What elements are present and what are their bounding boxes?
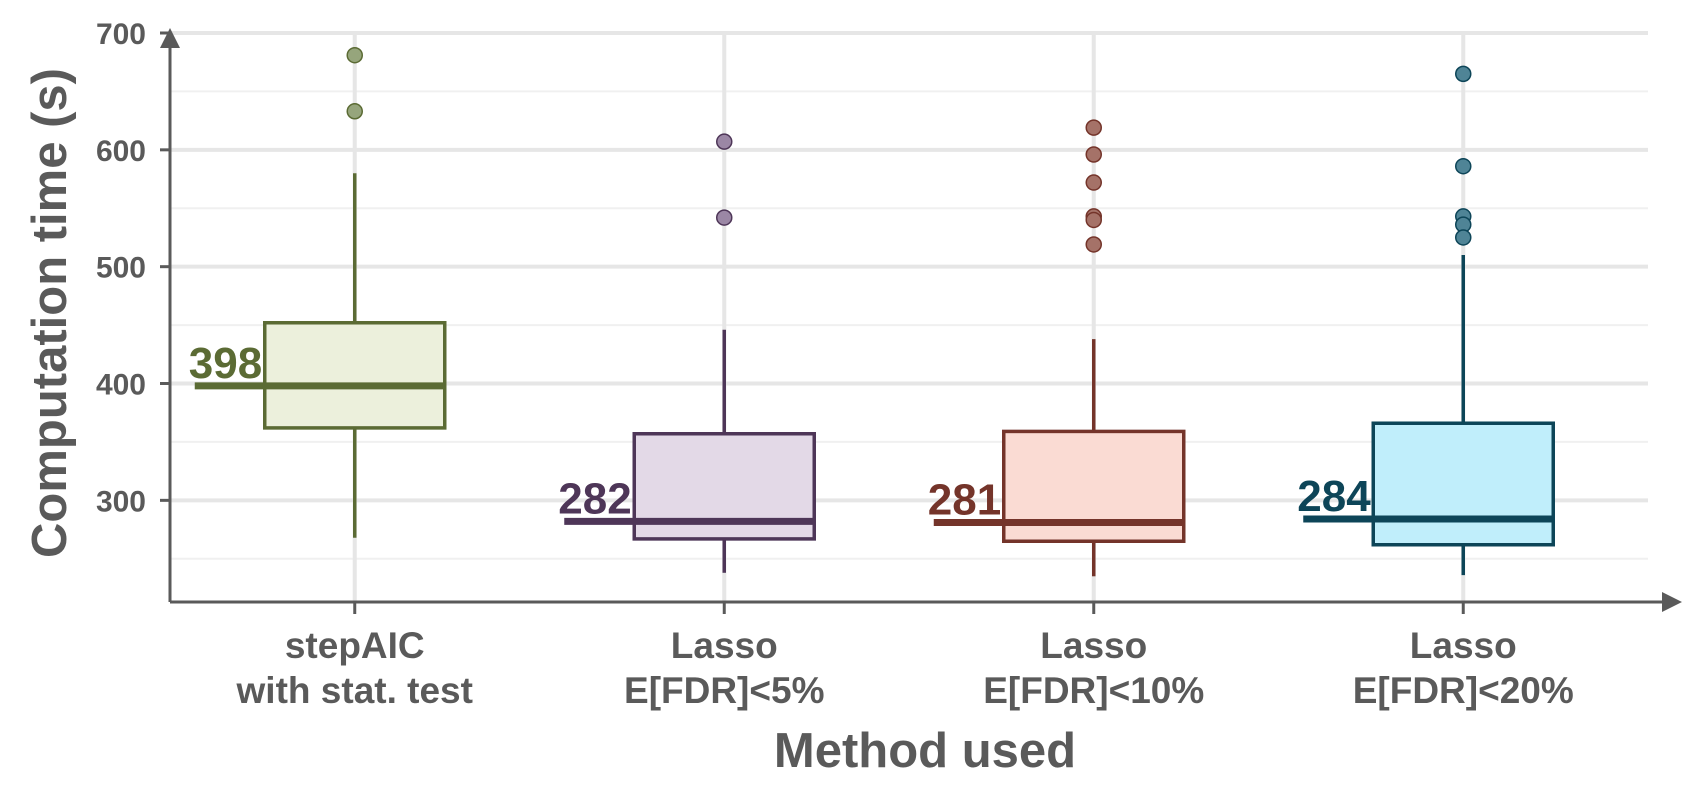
y-tick-label: 600 [96, 135, 146, 168]
box-group: 398 [189, 46, 447, 538]
outlier-point [346, 103, 363, 120]
outlier-point [1085, 211, 1102, 229]
outlier-point [1085, 146, 1102, 163]
x-axis-arrow [1662, 592, 1682, 612]
outlier-point [716, 209, 733, 226]
box [1371, 421, 1555, 547]
x-tick-label: Lasso [1410, 625, 1517, 666]
median-label: 282 [558, 474, 631, 523]
y-tick-label: 300 [96, 485, 146, 518]
y-tick-label: 500 [96, 252, 146, 285]
box-group: 282 [558, 133, 816, 573]
median-label: 284 [1297, 472, 1371, 521]
outlier-point [1085, 236, 1102, 253]
x-tick-label: with stat. test [236, 670, 473, 711]
y-tick-label: 400 [96, 369, 146, 402]
axes [160, 28, 1682, 612]
box [263, 321, 447, 430]
x-tick-label: E[FDR]<5% [624, 670, 824, 711]
outlier-point [346, 46, 363, 64]
x-tick-label: E[FDR]<10% [983, 670, 1204, 711]
outlier-point [1455, 157, 1472, 175]
x-tick-label: Lasso [671, 625, 778, 666]
box-group: 281 [928, 119, 1186, 577]
median-label: 281 [928, 476, 1001, 525]
outlier-point [716, 133, 733, 150]
boxes: 398 282 281 284 [189, 46, 1555, 577]
outlier-point [1455, 65, 1472, 83]
x-tick-label: E[FDR]<20% [1353, 670, 1574, 711]
y-tick-labels: 300 400 500 600 700 [96, 18, 170, 518]
box-group: 284 [1297, 65, 1555, 576]
outlier-point [1085, 174, 1102, 191]
x-tick-label: stepAIC [285, 625, 425, 666]
y-axis-title: Computation time (s) [23, 68, 77, 558]
y-tick-label: 700 [96, 18, 146, 51]
outlier-point [1455, 229, 1472, 246]
y-axis-arrow [160, 28, 180, 48]
x-axis-title: Method used [774, 724, 1076, 778]
median-label: 398 [189, 339, 262, 388]
x-tick-label: Lasso [1040, 625, 1147, 666]
outlier-point [1085, 119, 1102, 136]
